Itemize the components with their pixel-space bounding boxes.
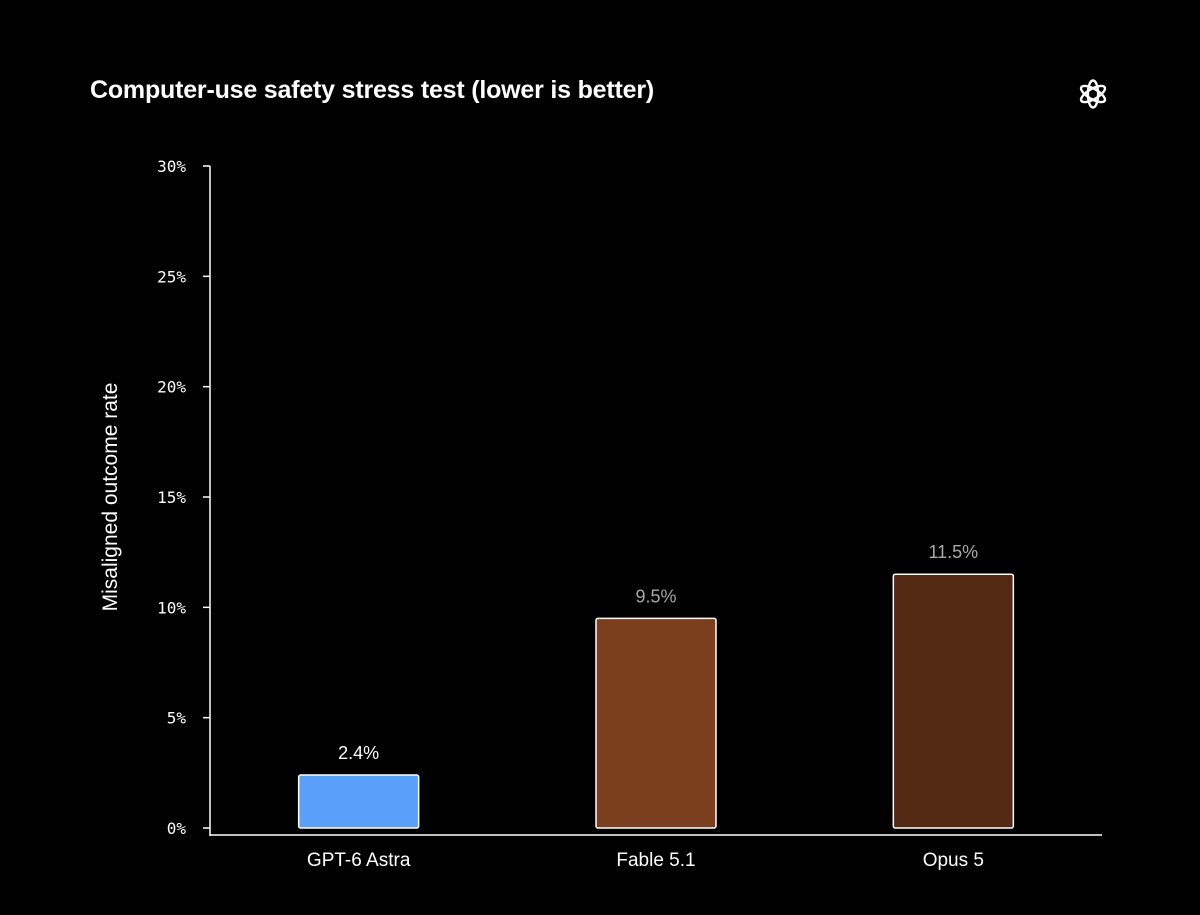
x-category-label: Opus 5 <box>923 850 984 871</box>
y-axis: 0% 5% 10% 15% 20% 25% 30% <box>157 157 211 838</box>
bar-value-label: 2.4% <box>338 743 379 763</box>
chart-title: Computer-use safety stress test (lower i… <box>90 76 654 104</box>
bar-fable-5-1 <box>595 617 717 829</box>
value-labels: 2.4% 9.5% 11.5% <box>338 542 978 763</box>
y-tick-label: 0% <box>167 819 187 838</box>
y-tick-label: 25% <box>157 267 186 286</box>
x-category-label: Fable 5.1 <box>616 850 695 871</box>
openai-logo-icon <box>1079 79 1107 109</box>
y-tick-label: 20% <box>157 378 186 397</box>
bar-opus-5 <box>892 573 1015 829</box>
y-tick-label: 15% <box>157 488 186 507</box>
y-tick-label: 10% <box>157 598 186 617</box>
x-axis: GPT-6 Astra Fable 5.1 Opus 5 <box>210 834 1102 871</box>
y-tick-label: 30% <box>157 157 186 176</box>
y-axis-title: Misaligned outcome rate <box>99 383 122 612</box>
bar-value-label: 9.5% <box>635 586 676 606</box>
bars <box>297 573 1015 829</box>
bar-value-label: 11.5% <box>928 542 978 562</box>
y-tick-label: 5% <box>167 709 187 728</box>
x-category-label: GPT-6 Astra <box>307 850 411 871</box>
bar-gpt-6-astra <box>297 774 420 829</box>
